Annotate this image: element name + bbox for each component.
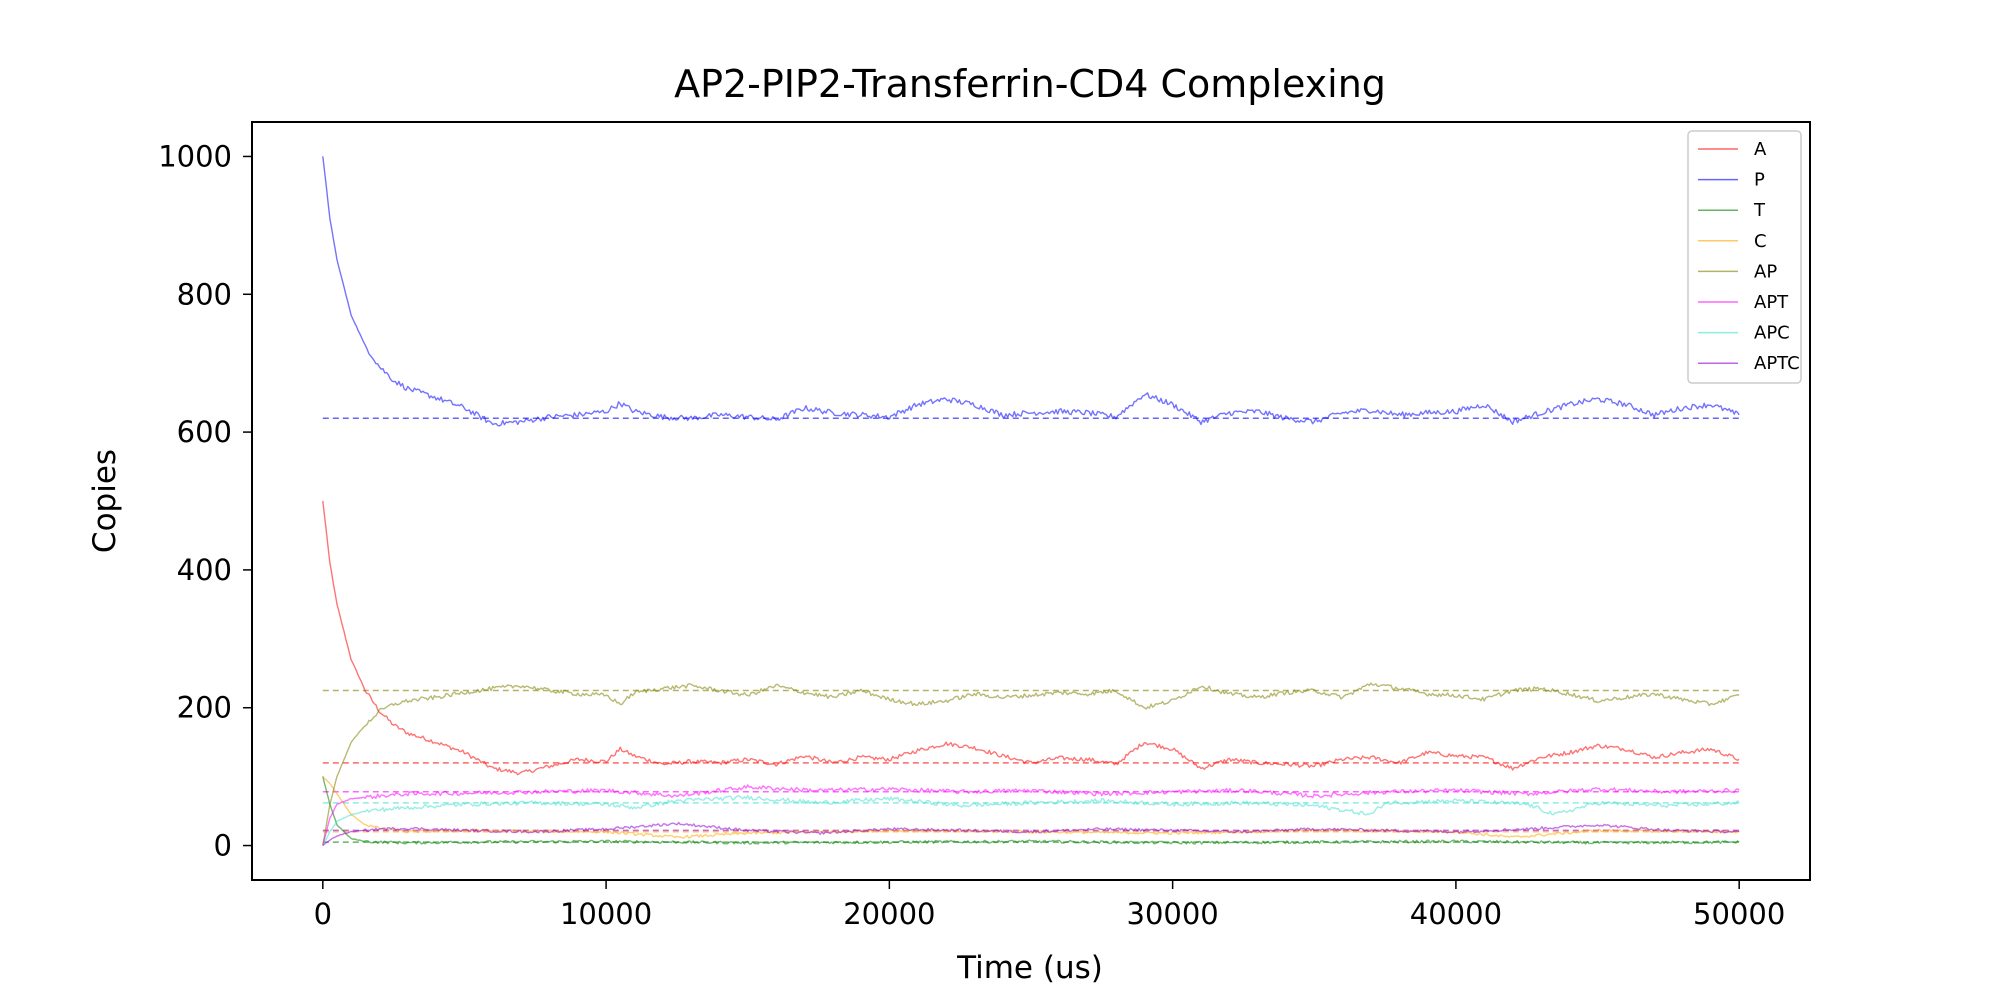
x-tick-label: 50000 — [1693, 897, 1785, 931]
series-line-ap — [322, 682, 1740, 846]
x-tick-label: 20000 — [843, 897, 935, 931]
series-line-t — [322, 776, 1740, 845]
y-tick-label: 600 — [177, 415, 232, 449]
series-line-a — [322, 500, 1740, 776]
series-line-aptc — [322, 821, 1740, 847]
legend-label: T — [1753, 200, 1766, 221]
y-tick-label: 200 — [177, 691, 232, 725]
legend-label: APT — [1754, 292, 1789, 313]
legend-box — [1687, 130, 1802, 384]
x-tick-label: 10000 — [560, 897, 652, 931]
x-tick-label: 30000 — [1127, 897, 1219, 931]
series-line-apc — [322, 794, 1740, 846]
series-line-apt — [322, 784, 1740, 846]
legend-label: AP — [1754, 261, 1777, 282]
y-axis: 0 200 400 600 800 1000 — [158, 139, 252, 863]
y-tick-label: 1000 — [158, 139, 232, 173]
series-line-p — [322, 156, 1740, 427]
y-axis-title: Copies — [87, 449, 123, 553]
x-axis-title: Time (us) — [956, 950, 1103, 986]
legend-label: A — [1754, 139, 1767, 160]
legend-label: C — [1754, 231, 1767, 252]
legend-label: APC — [1754, 323, 1790, 344]
x-tick-label: 0 — [314, 897, 332, 931]
legend-label: P — [1754, 170, 1765, 191]
series-lines — [322, 156, 1740, 847]
plot-area-frame — [251, 121, 1811, 881]
legend-label: APTC — [1754, 353, 1800, 374]
y-tick-label: 800 — [177, 277, 232, 311]
series-line-c — [322, 776, 1740, 839]
y-tick-label: 400 — [177, 553, 232, 587]
chart-title: AP2-PIP2-Transferrin-CD4 Complexing — [674, 62, 1386, 106]
x-tick-label: 40000 — [1410, 897, 1502, 931]
x-axis: 0 10000 20000 30000 40000 50000 — [314, 880, 1785, 931]
y-tick-label: 0 — [214, 829, 232, 863]
